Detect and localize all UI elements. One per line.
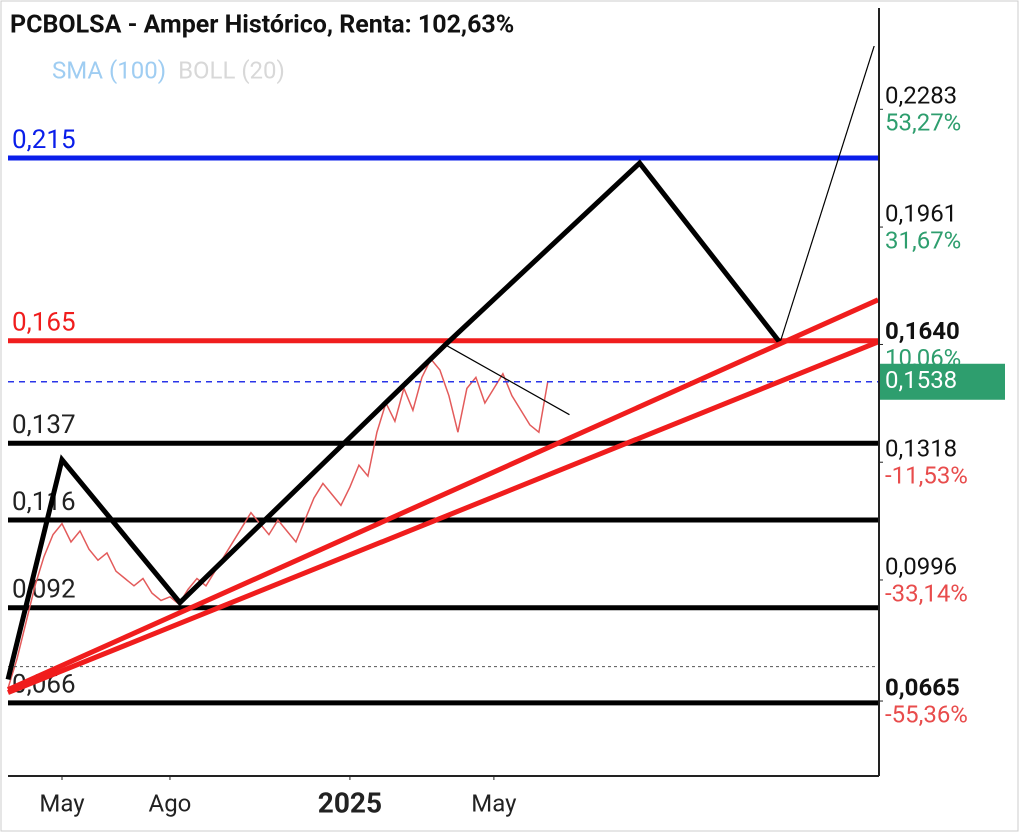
level-label: 0,137 [12, 410, 76, 440]
trend-drawing [779, 44, 876, 343]
y-tick-label: 0,2283 [885, 82, 957, 110]
y-tick-change: 53,27% [885, 109, 961, 137]
y-tick-change: -55,36% [885, 700, 968, 728]
price-line [7, 357, 549, 689]
trend-drawing [5, 159, 782, 681]
level-label: 0,092 [12, 575, 76, 605]
x-tick-label: Ago [149, 789, 192, 817]
y-tick-label: 0,1961 [885, 199, 957, 227]
y-tick-label: 0,0996 [885, 552, 957, 580]
x-tick-label: 2025 [318, 786, 382, 819]
y-tick-label: 0,1640 [885, 317, 960, 345]
y-tick-change: -11,53% [885, 462, 968, 490]
y-tick-label: 0,0665 [885, 673, 960, 701]
legend-entry: BOLL (20) [178, 56, 285, 84]
level-label: 0,215 [12, 125, 76, 155]
level-label: 0,165 [12, 308, 76, 338]
legend-entry: SMA (100) [52, 56, 166, 84]
current-label: 0,1538 [885, 366, 957, 394]
y-tick-change: -33,14% [885, 579, 968, 607]
y-tick-label: 0,1318 [885, 435, 957, 463]
trend-drawing [6, 297, 880, 692]
y-tick-change: 31,67% [885, 226, 961, 254]
x-tick-label: May [39, 789, 85, 817]
title-bg [4, 4, 879, 46]
trend-drawing [7, 339, 880, 695]
current-badge [880, 363, 1005, 400]
chart-title: PCBOLSA - Amper Histórico, Renta: 102,63… [10, 11, 514, 40]
trend-drawing [445, 344, 570, 416]
x-tick-label: May [471, 789, 517, 817]
level-label: 0,116 [12, 487, 76, 517]
